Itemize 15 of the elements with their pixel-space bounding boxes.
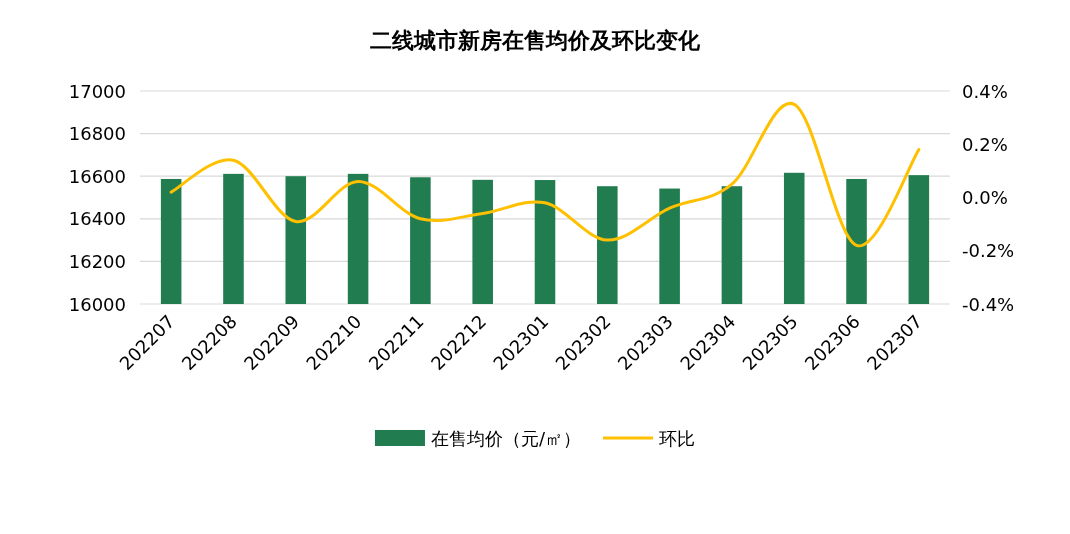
y2-tick-label: 0.0% [962,187,1008,208]
y2-tick-label: 0.2% [962,133,1008,155]
y-tick-label: 16800 [68,123,126,145]
y2-tick-label: 0.4% [962,80,1008,102]
chart-title: 二线城市新房在售均价及环比变化 [370,28,701,53]
y-tick-label: 16200 [68,250,126,272]
y-tick-label: 17000 [68,80,126,102]
y2-tick-label: -0.2% [962,240,1015,262]
y-tick-label: 16000 [68,293,126,315]
line-series [169,102,921,247]
legend-label: 环比 [659,427,696,449]
legend-label: 在售均价（元/㎡） [430,427,582,449]
y-tick-label: 16400 [68,208,126,230]
y2-tick-label: -0.4% [962,293,1015,315]
y-tick-label: 16600 [68,165,126,187]
